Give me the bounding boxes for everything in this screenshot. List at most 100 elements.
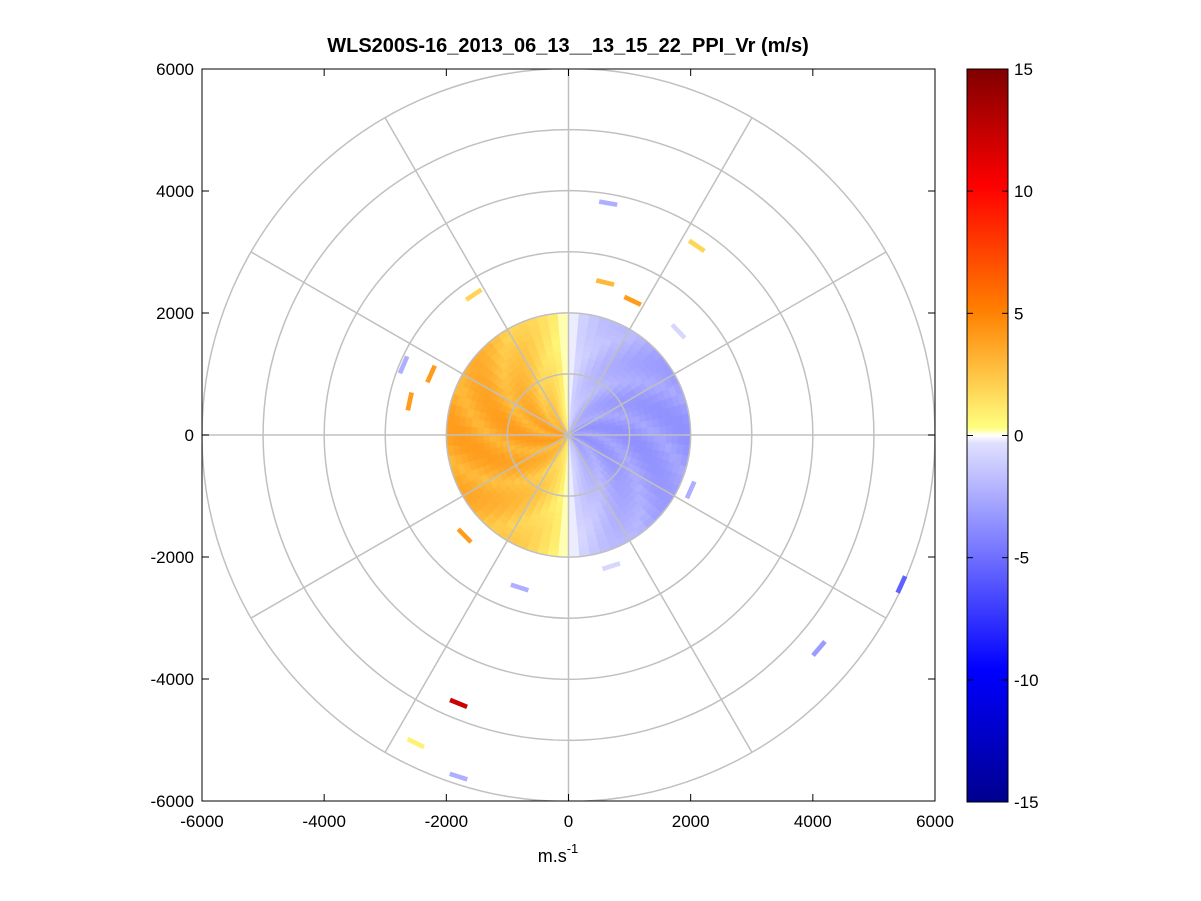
dense-cell <box>634 421 642 430</box>
dense-cell <box>568 373 575 381</box>
sparse-return <box>405 392 414 411</box>
dense-cell <box>568 550 580 558</box>
dense-cell <box>641 427 649 436</box>
plot-area: -6000 -4000 -2000 0 2000 4000 6000 6000 4000 200… <box>151 60 954 831</box>
dense-cell <box>568 361 576 369</box>
dense-cell <box>560 519 569 527</box>
dense-cell <box>558 537 569 546</box>
sparse-return <box>449 697 468 709</box>
sparse-return <box>687 238 706 253</box>
dense-cell <box>568 525 578 533</box>
dense-cell <box>560 343 569 351</box>
dense-cell <box>568 501 576 509</box>
colorbar-tick-label: -5 <box>1014 549 1029 568</box>
dense-velocity-field <box>445 312 692 558</box>
dense-cell <box>558 379 565 388</box>
azimuth-spoke <box>384 434 570 753</box>
dense-cell <box>476 434 484 444</box>
sparse-return <box>895 575 908 594</box>
dense-cell <box>568 537 579 546</box>
dense-cell <box>641 434 649 443</box>
colorbar-tick-label: 0 <box>1014 427 1023 446</box>
dense-cell <box>622 434 630 441</box>
x-axis-label-superscript: -1 <box>567 841 579 856</box>
dense-cell <box>647 427 655 436</box>
dense-cell <box>559 525 569 533</box>
dense-cell <box>559 337 569 345</box>
dense-cell <box>560 513 569 521</box>
dense-cell <box>560 349 569 357</box>
dense-cell <box>470 426 478 436</box>
sparse-return <box>811 640 827 657</box>
dense-cell <box>568 343 577 351</box>
dense-cell <box>561 507 569 515</box>
dense-cell <box>568 349 577 357</box>
sparse-return <box>670 323 687 340</box>
colorbar: 15 10 5 0 -5 -10 -15 <box>966 60 1039 812</box>
chart-title: WLS200S-16_2013_06_13__13_15_22_PPI_Vr (… <box>327 35 808 57</box>
colorbar-ticks: 15 10 5 0 -5 -10 -15 <box>967 60 1039 812</box>
dense-cell <box>574 500 582 509</box>
dense-cell <box>568 355 576 363</box>
sparse-return <box>397 355 410 375</box>
x-tick-label: -6000 <box>180 812 223 831</box>
dense-cell <box>671 434 679 445</box>
dense-cell <box>568 507 576 515</box>
dense-cell <box>488 434 496 443</box>
dense-cell <box>629 428 637 436</box>
azimuth-spoke <box>567 434 753 753</box>
dense-cell <box>495 440 503 449</box>
sparse-return <box>598 199 618 207</box>
azimuth-spoke <box>250 251 569 436</box>
y-tick-label: 2000 <box>156 304 194 323</box>
sparse-return <box>406 736 425 750</box>
sparse-return <box>623 294 642 307</box>
colorbar-tick-label: 15 <box>1014 60 1033 79</box>
dense-cell <box>557 312 569 320</box>
colorbar-tick-label: 5 <box>1014 304 1023 323</box>
y-tick-label: -2000 <box>151 548 194 567</box>
dense-cell <box>558 318 569 326</box>
azimuth-spoke <box>568 251 887 436</box>
x-axis-label: m.s-1 <box>538 841 579 866</box>
dense-cell <box>568 531 578 540</box>
x-tick-label: 6000 <box>916 812 954 831</box>
dense-cell <box>464 425 472 436</box>
dense-cell <box>629 434 637 442</box>
dense-cell <box>507 429 515 436</box>
dense-cell <box>572 482 579 491</box>
colorbar-tick-label: -10 <box>1014 671 1039 690</box>
sparse-return <box>601 561 621 572</box>
y-tick-label: 0 <box>185 426 194 445</box>
azimuth-spoke <box>568 434 887 619</box>
y-tick-label: 6000 <box>156 60 194 79</box>
colorbar-tick-label: -15 <box>1014 793 1039 812</box>
dense-cell <box>452 424 460 436</box>
dense-cell <box>488 427 496 436</box>
x-tick-label: 4000 <box>794 812 832 831</box>
x-tick-label: -4000 <box>302 812 345 831</box>
dense-cell <box>568 519 577 527</box>
y-tick-label: -4000 <box>151 670 194 689</box>
dense-cell <box>555 361 563 370</box>
dense-cell <box>616 425 624 432</box>
azimuth-spoke <box>567 117 753 436</box>
dense-cell <box>653 426 661 436</box>
dense-cell <box>561 355 569 363</box>
x-axis-ticks: -6000 -4000 -2000 0 2000 4000 6000 <box>180 69 954 831</box>
dense-cell <box>659 434 667 444</box>
azimuth-spoke <box>250 434 569 619</box>
sparse-return <box>425 364 437 384</box>
sparse-return <box>595 278 615 287</box>
dense-cell <box>558 544 569 552</box>
dense-cell <box>562 489 569 497</box>
x-axis-label-base: m.s <box>538 846 567 866</box>
dense-cell <box>665 434 673 445</box>
dense-cell <box>635 434 643 442</box>
dense-cell <box>559 531 569 540</box>
dense-cell <box>452 434 460 446</box>
polar-grid <box>202 69 935 801</box>
dense-cell <box>568 318 579 326</box>
dense-cell <box>470 434 478 444</box>
